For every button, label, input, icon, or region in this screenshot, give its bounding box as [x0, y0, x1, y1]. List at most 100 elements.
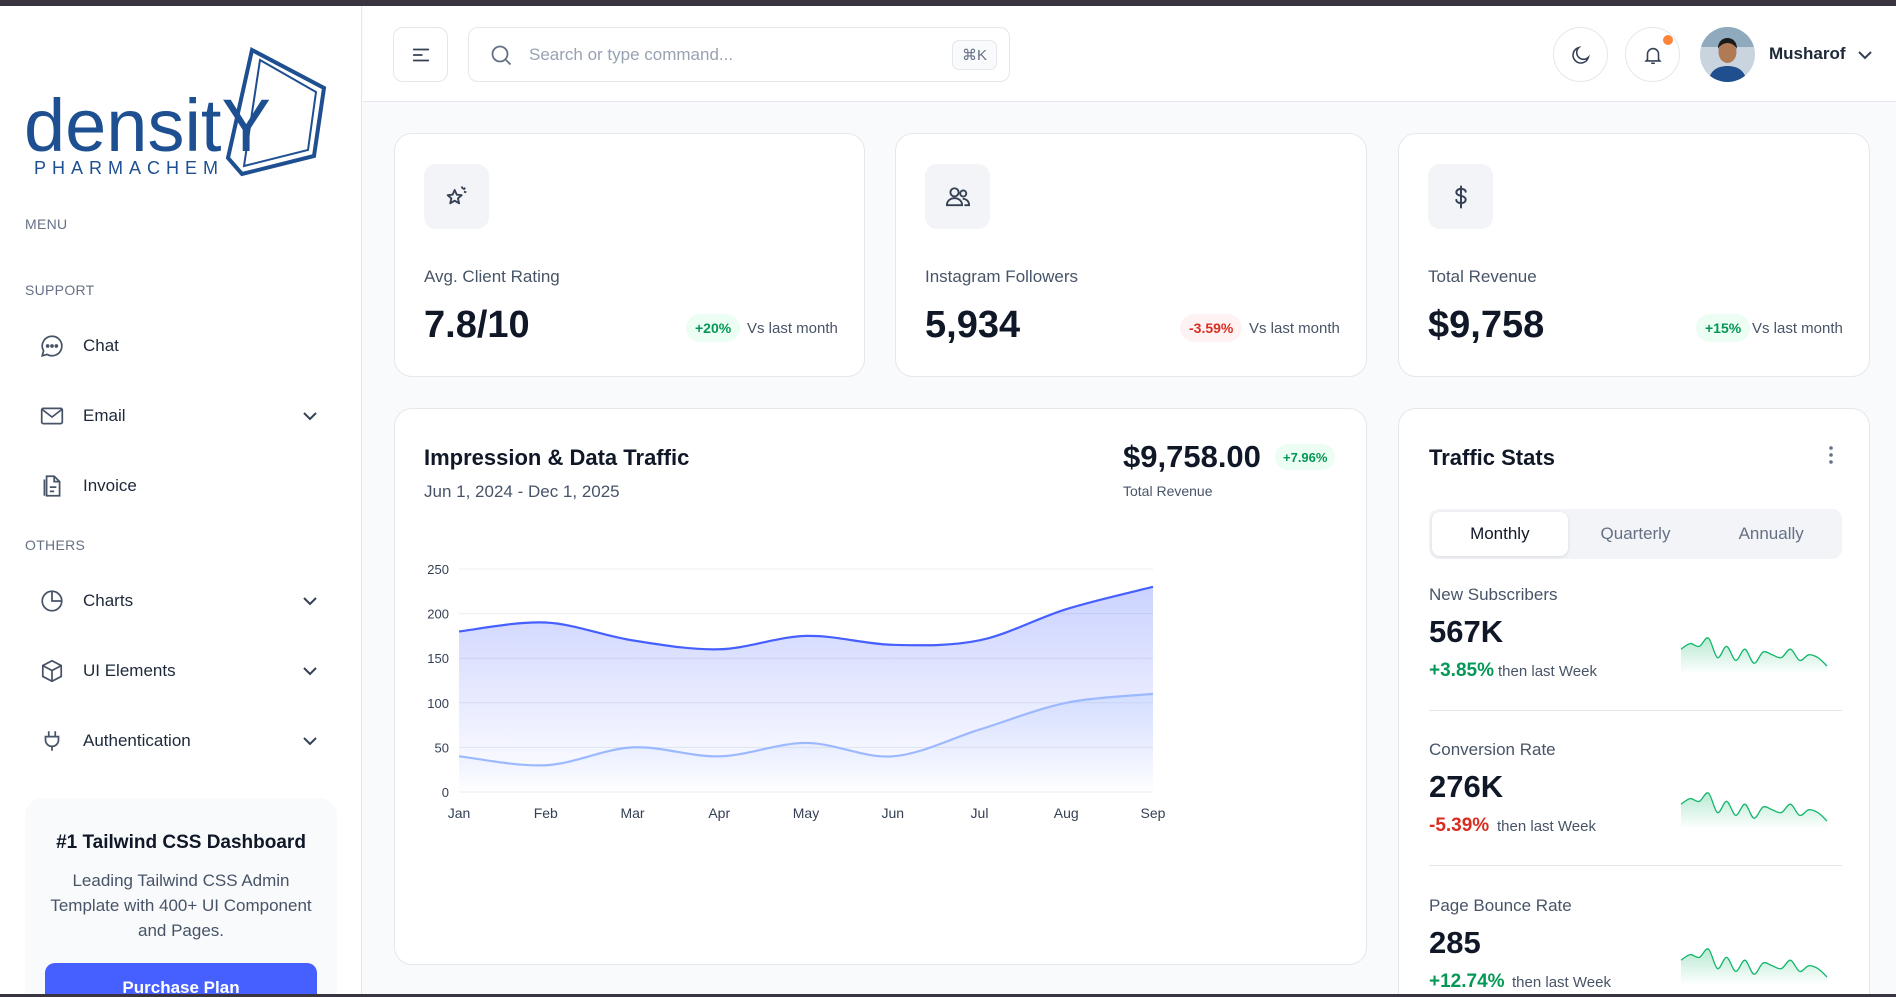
sidebar-item-label: Invoice: [83, 476, 137, 495]
traffic-stat-value: 276K: [1429, 769, 1504, 804]
bell-icon: [1643, 47, 1662, 64]
stat-change-badge: +20%: [686, 314, 741, 342]
x-tick-label: Sep: [1141, 805, 1166, 821]
sidebar-item-label: Charts: [83, 591, 134, 610]
notifications-button[interactable]: [1625, 27, 1680, 82]
traffic-stat-name: Conversion Rate: [1429, 740, 1556, 759]
stat-label: Avg. Client Rating: [424, 267, 560, 286]
tab-annually[interactable]: Annually: [1738, 524, 1804, 543]
area-chart[interactable]: 250 200 150 100 50 0 Jan Feb Mar Apr May Jun Jul Aug S…: [395, 409, 1368, 966]
series-line-1[interactable]: [458, 585, 1154, 651]
menu-icon: [412, 48, 429, 61]
traffic-stat-note: then last Week: [1498, 663, 1597, 680]
stat-card-followers: Instagram Followers 5,934 -3.59% Vs last…: [895, 133, 1367, 377]
stat-compare-text: Vs last month: [1752, 320, 1843, 337]
mail-icon: [38, 402, 66, 430]
stat-value: $9,758: [1428, 304, 1545, 346]
notification-dot: [1663, 35, 1673, 45]
stat-change-badge: +15%: [1696, 314, 1751, 342]
traffic-stats-card: Traffic Stats Monthly Quarterly Annually…: [1398, 408, 1870, 997]
y-tick-label: 200: [427, 607, 449, 622]
dark-mode-toggle[interactable]: [1553, 27, 1608, 82]
sidebar-toggle-button[interactable]: [393, 27, 448, 82]
stat-compare-text: Vs last month: [747, 320, 838, 337]
pie-chart-icon: [38, 587, 66, 615]
others-section-title: OTHERS: [25, 537, 86, 553]
chart-change-badge: +7.96%: [1275, 444, 1336, 470]
sparkline-line: [1680, 948, 1828, 978]
stat-label: Total Revenue: [1428, 267, 1537, 286]
sidebar-item-label: Authentication: [83, 731, 191, 750]
star-sparkle-icon: [424, 164, 489, 229]
sparkline-line: [1680, 637, 1828, 667]
chevron-down-icon[interactable]: [300, 406, 320, 426]
chevron-down-icon[interactable]: [300, 731, 320, 751]
users-icon: [925, 164, 990, 229]
traffic-stat-new-subscribers: New Subscribers 567K +3.85% then last We…: [1429, 585, 1842, 725]
search-shortcut: ⌘K: [951, 40, 997, 70]
window-top-bar: [0, 0, 1896, 6]
series-line-2[interactable]: [458, 692, 1154, 767]
y-tick-label: 100: [427, 696, 449, 711]
user-name[interactable]: Musharof: [1769, 44, 1846, 63]
traffic-stat-conversion-rate: Conversion Rate 276K -5.39% then last We…: [1429, 740, 1842, 880]
window-bottom-bar: [0, 994, 1896, 997]
promo-card: #1 Tailwind CSS Dashboard Leading Tailwi…: [25, 798, 337, 994]
chat-icon: [38, 332, 66, 360]
chevron-down-icon[interactable]: [1855, 45, 1875, 65]
x-tick-label: Apr: [708, 805, 730, 821]
support-section-title: SUPPORT: [25, 282, 95, 298]
moon-icon: [1571, 45, 1590, 64]
stat-card-revenue: Total Revenue $9,758 +15% Vs last month: [1398, 133, 1870, 377]
brand-subname: PHARMACHEM: [34, 158, 224, 178]
sidebar-item-label: Chat: [83, 336, 119, 355]
top-header: Search or type command... ⌘K Musharof: [363, 6, 1896, 102]
chart-amount-label: Total Revenue: [1123, 483, 1213, 499]
promo-title: #1 Tailwind CSS Dashboard: [56, 832, 306, 853]
sparkline: [1680, 637, 1828, 674]
brand-logo[interactable]: densitY PHARMACHEM: [24, 46, 334, 186]
traffic-stat-name: New Subscribers: [1429, 585, 1558, 604]
traffic-stat-value: 285: [1429, 925, 1481, 960]
chart-title: Impression & Data Traffic: [424, 445, 690, 470]
sidebar-item-label: UI Elements: [83, 661, 176, 680]
x-tick-label: Mar: [620, 805, 644, 821]
x-tick-label: Jun: [881, 805, 904, 821]
sidebar-item-invoice[interactable]: Invoice: [38, 464, 328, 508]
chevron-down-icon[interactable]: [300, 591, 320, 611]
dollar-icon: [1428, 164, 1493, 229]
sidebar-item-charts[interactable]: Charts: [38, 579, 328, 623]
traffic-stat-change: +12.74%: [1429, 971, 1505, 992]
traffic-stat-change: -5.39%: [1429, 815, 1490, 836]
sparkline: [1680, 792, 1828, 829]
more-vertical-icon[interactable]: [1819, 443, 1843, 467]
plug-icon: [38, 727, 66, 755]
divider: [1429, 710, 1842, 711]
avatar[interactable]: [1700, 27, 1755, 82]
y-tick-label: 0: [442, 785, 449, 800]
tab-monthly[interactable]: Monthly: [1432, 512, 1568, 556]
chevron-down-icon[interactable]: [300, 661, 320, 681]
sidebar-item-authentication[interactable]: Authentication: [38, 719, 328, 763]
traffic-stats-title: Traffic Stats: [1429, 445, 1555, 470]
x-tick-label: Jan: [448, 805, 471, 821]
stat-value: 5,934: [925, 304, 1021, 346]
sparkline-area: [1681, 948, 1827, 985]
sparkline-area: [1681, 792, 1827, 829]
sidebar: densitY PHARMACHEM MENU SUPPORT Chat Ema…: [0, 6, 362, 994]
traffic-stat-value: 567K: [1429, 614, 1504, 649]
sidebar-item-label: Email: [83, 406, 126, 425]
purchase-plan-button[interactable]: Purchase Plan: [45, 963, 317, 994]
search-input[interactable]: Search or type command... ⌘K: [468, 27, 1010, 82]
sidebar-item-chat[interactable]: Chat: [38, 324, 328, 368]
x-tick-label: Feb: [534, 805, 558, 821]
sidebar-item-email[interactable]: Email: [38, 394, 328, 438]
invoice-icon: [38, 472, 66, 500]
stat-card-rating: Avg. Client Rating 7.8/10 +20% Vs last m…: [394, 133, 865, 377]
promo-text: Leading Tailwind CSS Admin Template with…: [50, 871, 312, 940]
chart-date-range[interactable]: Jun 1, 2024 - Dec 1, 2025: [424, 482, 620, 501]
sidebar-item-ui-elements[interactable]: UI Elements: [38, 649, 328, 693]
tab-quarterly[interactable]: Quarterly: [1600, 524, 1671, 543]
menu-section-title: MENU: [25, 216, 68, 232]
y-tick-label: 250: [427, 562, 449, 577]
